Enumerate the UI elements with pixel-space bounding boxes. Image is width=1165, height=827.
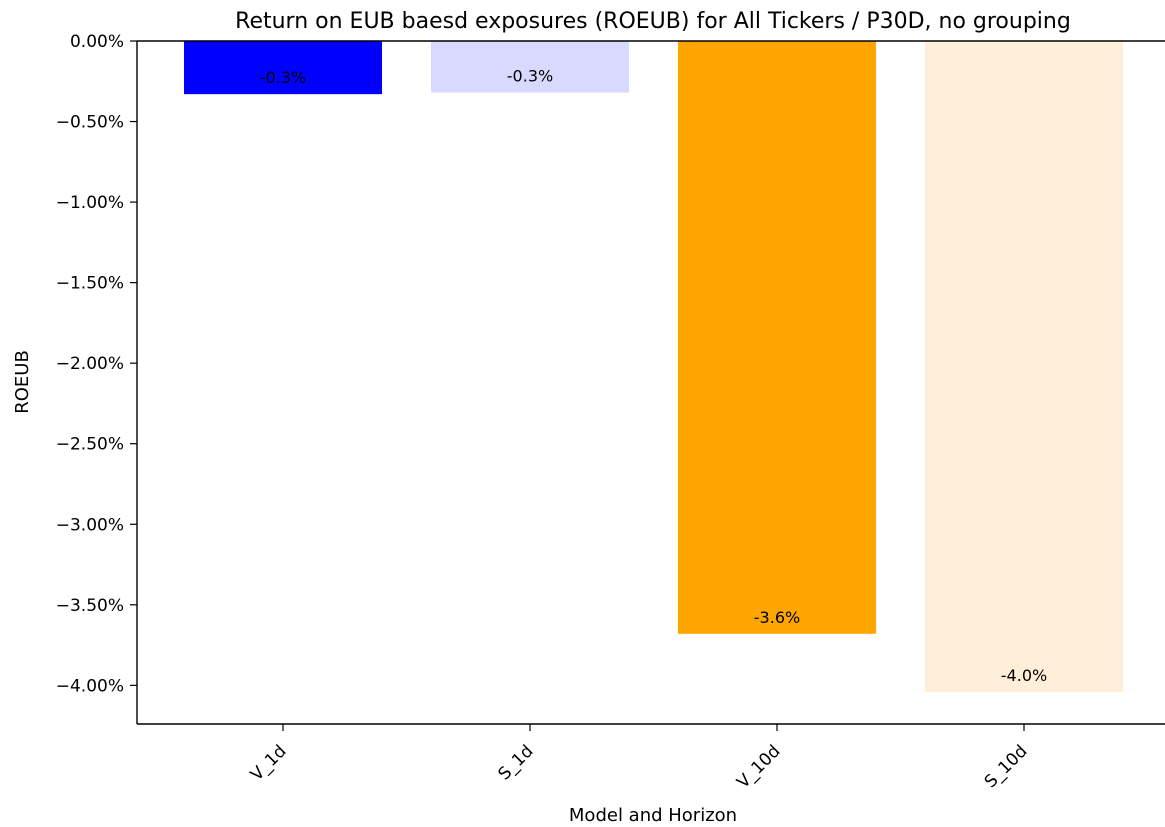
y-axis: 0.00% −0.50% −1.00% −1.50% −2.00% −2.50% −3.00… (56, 32, 137, 696)
data-label-V_1d: -0.3% (260, 68, 306, 87)
bar-V_1d (184, 41, 382, 95)
y-tick-label: −2.00% (56, 354, 124, 374)
y-axis-label: ROEUB (12, 350, 33, 414)
y-tick-label: −1.50% (56, 274, 124, 294)
y-tick-label: −1.00% (56, 193, 124, 213)
data-label-S_10d: -4.0% (1001, 666, 1047, 685)
bars-group (184, 41, 1123, 692)
x-tick-label-V_10d: V_10d (733, 741, 784, 792)
bar-S_10d (925, 41, 1123, 692)
x-tick-label-S_1d: S_1d (494, 741, 537, 784)
y-tick-label: −2.50% (56, 435, 124, 455)
y-tick-label: −3.00% (56, 515, 124, 535)
x-tick-label-V_1d: V_1d (247, 741, 291, 785)
y-tick-label: −4.00% (56, 676, 124, 696)
bar-S_1d (431, 41, 629, 93)
x-axis-label: Model and Horizon (569, 805, 737, 826)
bar-V_10d (678, 41, 876, 634)
y-tick-label: −0.50% (56, 113, 124, 133)
x-axis: V_1d S_1d V_10d S_10d (247, 724, 1032, 793)
data-labels-group: -0.3% -0.3% -3.6% -4.0% (260, 67, 1047, 685)
x-tick-label-S_10d: S_10d (981, 741, 1032, 792)
data-label-S_1d: -0.3% (507, 67, 553, 86)
data-label-V_10d: -3.6% (754, 608, 800, 627)
y-tick-label: 0.00% (70, 32, 124, 52)
y-tick-label: −3.50% (56, 596, 124, 616)
chart-title: Return on EUB baesd exposures (ROEUB) fo… (235, 9, 1071, 34)
